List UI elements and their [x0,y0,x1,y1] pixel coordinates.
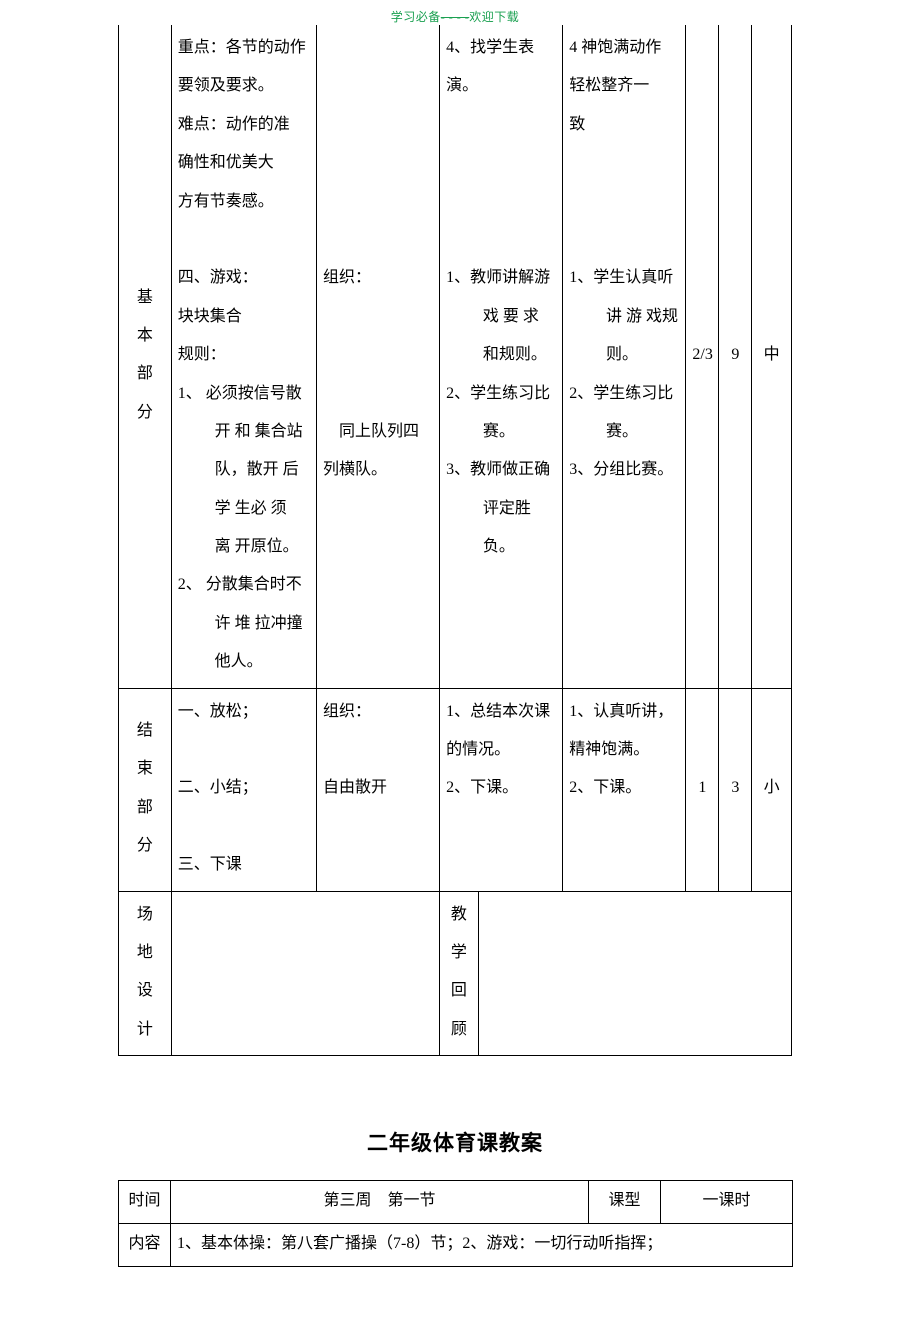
header-right: 欢迎下载 [469,10,519,24]
t2-r2-b: 1、基本体操：第八套广播操（7-8）节；2、游戏：一切行动听指挥； [171,1223,793,1266]
basic-col8: 中 [752,25,792,688]
t2-r1-b: 第三周 第一节 [171,1180,589,1223]
t2-row1: 时间 第三周 第一节 课型 一课时 [119,1180,793,1223]
basic-col3: 组织： 同上队列四列横队。 [316,25,439,688]
row-end-section: 结束部分 一、放松；二、小结；三、下课 组织：自由散开 1、总结本次课的情况。2… [119,688,792,891]
basic-col6: 2/3 [686,25,719,688]
page-header: 学习必备- - - -欢迎下载 [118,0,792,26]
lesson-table-part1: 基本部分 重点：各节的动作要领及要求。难点：动作的准确性和优美大方有节奏感。四、… [118,25,792,1056]
teaching-review-label: 教学回顾 [440,892,478,1056]
end-col6: 1 [686,688,719,891]
section-label-end: 结束部分 [119,688,172,891]
basic-col7: 9 [719,25,752,688]
lesson-table-part2: 时间 第三周 第一节 课型 一课时 内容 1、基本体操：第八套广播操（7-8）节… [118,1180,793,1267]
lesson-title: 二年级体育课教案 [118,1128,792,1160]
row-basic-section: 基本部分 重点：各节的动作要领及要求。难点：动作的准确性和优美大方有节奏感。四、… [119,25,792,688]
basic-col4: 4、找学生表演。 1、教师讲解游戏 要 求 和规则。 2、学生练习比赛。 3、教… [440,25,563,688]
venue-design-label: 场地设计 [119,891,172,1056]
t2-r1-d: 一课时 [661,1180,793,1223]
header-left: 学习必备 [391,10,441,24]
venue-blank [171,891,439,1056]
end-col3: 组织：自由散开 [316,688,439,891]
t2-r1-c: 课型 [589,1180,661,1223]
end-col5: 1、认真听讲，精神饱满。2、下课。 [563,688,686,891]
section-label-basic: 基本部分 [119,25,172,688]
end-col4: 1、总结本次课的情况。2、下课。 [440,688,563,891]
review-blank [478,892,791,1056]
t2-r2-a: 内容 [119,1223,171,1266]
end-col7: 3 [719,688,752,891]
end-col2: 一、放松；二、小结；三、下课 [171,688,316,891]
row-venue-review: 场地设计 教学回顾 [119,891,792,1056]
review-container: 教学回顾 [440,891,792,1056]
end-col8: 小 [752,688,792,891]
basic-col2: 重点：各节的动作要领及要求。难点：动作的准确性和优美大方有节奏感。四、游戏：块块… [171,25,316,688]
basic-col5: 4 神饱满动作轻松整齐一致 1、学生认真听 讲 游 戏规则。 2、学生练习比赛。… [563,25,686,688]
t2-row2: 内容 1、基本体操：第八套广播操（7-8）节；2、游戏：一切行动听指挥； [119,1223,793,1266]
t2-r1-a: 时间 [119,1180,171,1223]
